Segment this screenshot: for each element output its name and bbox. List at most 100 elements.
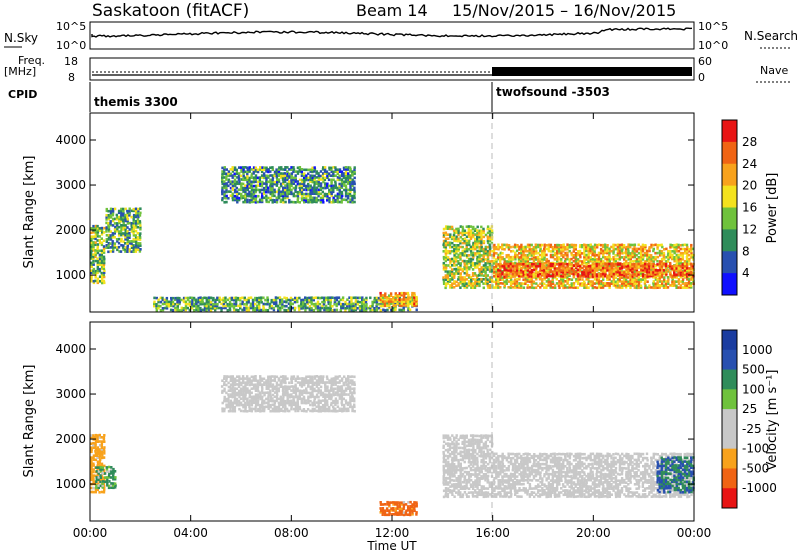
echo-cell xyxy=(97,466,100,469)
echo-cell xyxy=(645,254,649,257)
echo-cell xyxy=(618,263,621,266)
echo-cell xyxy=(560,248,563,251)
echo-cell xyxy=(549,245,552,249)
echo-cell xyxy=(597,266,600,270)
echo-cell xyxy=(503,286,506,289)
echo-cell xyxy=(476,240,479,243)
echo-cell xyxy=(99,468,102,471)
echo-cell xyxy=(340,182,344,186)
echo-cell xyxy=(503,257,506,261)
echo-cell xyxy=(480,254,483,257)
echo-cell xyxy=(478,245,481,249)
velocity-echoes xyxy=(90,375,695,517)
echo-cell xyxy=(467,248,471,251)
echo-cell xyxy=(610,268,614,272)
freq-frame xyxy=(89,57,695,81)
echo-cell xyxy=(472,247,475,251)
echo-cell xyxy=(453,237,456,241)
echo-cell xyxy=(602,264,605,267)
echo-cell xyxy=(351,178,354,182)
echo-cell xyxy=(467,257,471,261)
echo-cell xyxy=(587,286,590,289)
echo-cell xyxy=(656,274,660,278)
echo-cell xyxy=(307,186,310,190)
echo-cell xyxy=(461,225,464,229)
echo-cell xyxy=(315,188,318,192)
echo-cell xyxy=(229,405,232,409)
echo-cell xyxy=(415,304,418,307)
echo-cell xyxy=(589,249,592,253)
echo-cell xyxy=(570,257,573,261)
echo-cell xyxy=(617,243,620,247)
echo-cell xyxy=(186,302,190,306)
echo-cell xyxy=(497,280,500,283)
echo-cell xyxy=(604,282,607,285)
echo-cell xyxy=(227,405,230,409)
echo-cell xyxy=(554,243,557,247)
echo-cell xyxy=(654,251,657,255)
echo-cell xyxy=(310,308,314,312)
echo-cell xyxy=(315,180,319,183)
echo-cell xyxy=(568,271,571,274)
echo-cell xyxy=(304,200,308,204)
echo-cell xyxy=(463,231,466,234)
echo-cell xyxy=(293,308,296,312)
echo-cell xyxy=(90,464,93,467)
echo-cell xyxy=(639,260,643,263)
echo-cell xyxy=(222,304,225,308)
nave-tick-high: 60 xyxy=(698,55,712,68)
echo-cell xyxy=(633,251,636,255)
echo-cell xyxy=(344,178,348,181)
echo-cell xyxy=(199,302,202,306)
echo-cell xyxy=(306,298,309,302)
echo-cell xyxy=(340,302,343,306)
echo-cell xyxy=(245,306,248,310)
echo-cell xyxy=(107,244,110,247)
echo-cell xyxy=(560,244,563,247)
echo-cell xyxy=(480,241,483,245)
echo-cell xyxy=(290,178,293,182)
echo-cell xyxy=(221,176,224,179)
echo-cell xyxy=(310,298,313,302)
echo-cell xyxy=(518,245,521,249)
echo-cell xyxy=(116,223,119,227)
echo-cell xyxy=(516,245,519,249)
echo-cell xyxy=(256,296,259,300)
echo-cell xyxy=(601,262,605,266)
echo-cell xyxy=(620,245,624,249)
echo-cell xyxy=(673,257,676,261)
echo-cell xyxy=(313,176,316,180)
echo-cell xyxy=(120,228,123,231)
echo-cell xyxy=(296,198,299,201)
echo-cell xyxy=(134,207,138,211)
echo-cell xyxy=(231,166,234,169)
echo-cell xyxy=(126,238,129,241)
echo-cell xyxy=(348,170,352,173)
echo-cell xyxy=(221,186,224,189)
echo-cell xyxy=(635,278,638,281)
echo-cell xyxy=(637,243,640,247)
echo-cell xyxy=(474,284,477,288)
echo-cell xyxy=(237,178,241,181)
echo-cell xyxy=(230,296,233,300)
echo-cell xyxy=(132,209,136,213)
echo-cell xyxy=(538,260,542,263)
echo-cell xyxy=(514,253,517,257)
echo-cell xyxy=(499,264,502,268)
echo-cell xyxy=(221,197,224,200)
echo-cell xyxy=(90,448,93,451)
echo-cell xyxy=(562,250,565,253)
echo-cell xyxy=(685,282,689,285)
echo-cell xyxy=(99,444,102,447)
echo-cell xyxy=(622,246,626,249)
echo-cell xyxy=(637,259,640,263)
echo-cell xyxy=(352,302,355,306)
echo-cell xyxy=(214,308,217,312)
echo-cell xyxy=(549,270,552,274)
echo-cell xyxy=(471,274,475,277)
echo-cell xyxy=(579,274,582,278)
echo-cell xyxy=(671,255,674,259)
echo-cell xyxy=(315,172,318,175)
echo-cell xyxy=(269,174,272,177)
echo-cell xyxy=(457,233,460,237)
